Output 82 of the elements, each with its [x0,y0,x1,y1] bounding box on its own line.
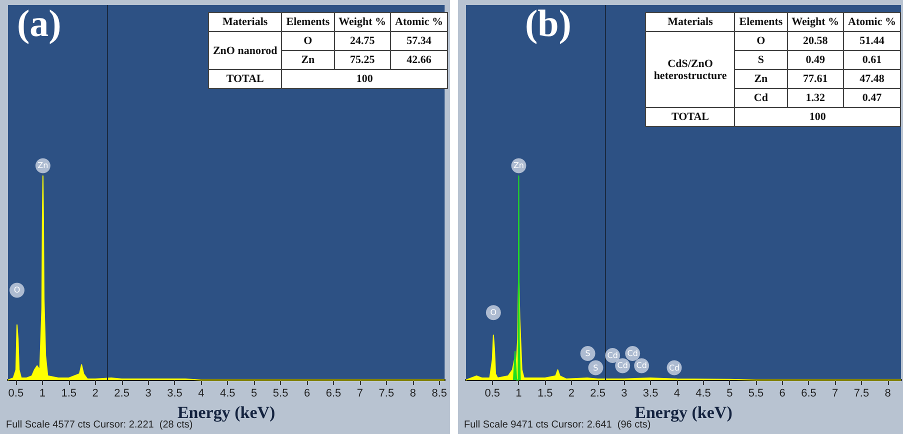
text: TOTAL [672,111,710,123]
text: Zn [754,73,768,85]
text: S [758,54,764,66]
x-tick-label: 7.5 [854,388,870,400]
x-tick-label: 2.5 [114,388,130,400]
x-tick-label: 1.5 [61,388,77,400]
text: Cd [754,92,768,104]
text: O [304,35,312,47]
x-tick-label: 5.5 [748,388,764,400]
x-tick-label: 8 [884,388,891,400]
x-tick-label: 5.5 [272,388,288,400]
annotation: S [585,348,590,358]
x-tick-label: 4.5 [696,388,711,400]
annotation: Cd [668,363,680,372]
x-tick-label: 0.5 [8,388,24,400]
x-tick-label: 7 [832,388,838,400]
category-label: Elements [734,12,788,32]
category-label: Materials [646,12,735,32]
x-tick-label: 4.5 [220,388,236,400]
annotation: O [14,286,20,295]
x-tick-label: 1.5 [537,388,553,400]
x-tick-label: 3 [145,388,152,400]
annotation: S [593,363,598,372]
text: CdS/ZnO heterostructure [654,58,727,82]
text: Full Scale 4577 cts Cursor: 2.221 (28 cts) [6,420,193,430]
category-label: Materials [208,12,282,32]
annotation: Zn [38,161,48,170]
x-axis-title: Energy (keV) [177,403,276,422]
text: 77.61 [802,73,828,85]
x-tick-label: 7 [356,388,364,400]
x-tick-label: 8.5 [432,388,448,400]
x-tick-label: 3 [621,388,628,400]
category-label: Weight % [334,12,391,32]
text: 0.47 [862,92,882,104]
annotation: Cd [627,348,638,358]
text: ZnO nanorod [212,44,278,56]
text: 47.48 [860,73,884,85]
chart-title: (a) [17,3,62,45]
x-tick-label: 5 [251,388,258,400]
annotation: Cd [607,351,618,360]
category-label: Atomic % [844,12,900,32]
text: 24.75 [350,35,375,47]
text: 57.34 [406,35,432,47]
text: O [756,35,766,47]
text: 0.49 [806,54,825,66]
text: 0.61 [862,54,882,66]
x-tick-label: 4 [198,388,204,400]
x-tick-label: 0.5 [484,388,500,400]
x-tick-label: 1 [516,388,522,400]
text: 1.32 [806,92,825,104]
text: 42.66 [406,54,432,66]
category-label: Atomic % [390,12,448,32]
x-tick-label: 6.5 [326,388,342,400]
text: 100 [356,73,373,85]
x-axis-title: Energy (keV) [634,403,732,422]
text: 100 [809,111,826,123]
x-tick-label: 4 [674,388,680,400]
x-tick-label: 6 [304,388,310,400]
x-tick-label: 3.5 [167,388,182,400]
category-label: Elements [282,12,334,32]
x-tick-label: 2 [568,388,575,400]
text: 51.44 [860,35,884,47]
x-tick-label: 2.5 [590,388,606,400]
x-tick-label: 2 [92,388,98,400]
x-tick-label: 6 [779,388,786,400]
text: Full Scale 9471 cts Cursor: 2.641 (96 cts) [464,420,651,430]
category-label: Weight % [787,12,844,32]
annotation: Zn [513,161,524,170]
x-tick-label: 1 [39,388,46,400]
x-tick-label: 3.5 [642,388,658,400]
text: Zn [301,54,315,66]
x-tick-label: 5 [726,388,733,400]
annotation: O [490,308,497,318]
annotation: Cd [636,361,647,370]
x-tick-label: 6.5 [801,388,816,400]
text: 20.58 [802,35,828,47]
text: TOTAL [226,73,264,85]
x-tick-label: 8 [410,388,416,400]
annotation: Cd [617,361,628,370]
text: 75.25 [350,54,375,66]
chart-title: (b) [525,3,572,45]
x-tick-label: 7.5 [378,388,394,400]
